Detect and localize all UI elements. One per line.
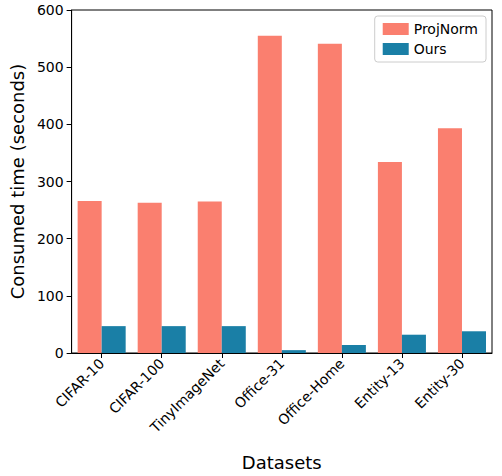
svg-text:Office-31: Office-31 xyxy=(231,355,287,411)
svg-text:600: 600 xyxy=(37,2,64,18)
svg-text:300: 300 xyxy=(37,174,64,190)
svg-text:Ours: Ours xyxy=(414,41,447,57)
svg-text:Entity-13: Entity-13 xyxy=(351,355,407,411)
svg-text:500: 500 xyxy=(37,59,64,75)
svg-text:200: 200 xyxy=(37,231,64,247)
svg-text:Consumed time (seconds): Consumed time (seconds) xyxy=(7,64,28,300)
svg-text:Datasets: Datasets xyxy=(242,452,322,473)
svg-text:TinyImageNet: TinyImageNet xyxy=(146,355,227,436)
svg-text:CIFAR-100: CIFAR-100 xyxy=(106,355,168,417)
svg-text:CIFAR-10: CIFAR-10 xyxy=(52,355,107,410)
svg-text:0: 0 xyxy=(55,345,64,361)
svg-text:400: 400 xyxy=(37,116,64,132)
svg-text:ProjNorm: ProjNorm xyxy=(414,21,478,37)
svg-text:Office-Home: Office-Home xyxy=(275,355,348,428)
svg-text:100: 100 xyxy=(37,288,64,304)
svg-text:Entity-30: Entity-30 xyxy=(411,355,467,411)
